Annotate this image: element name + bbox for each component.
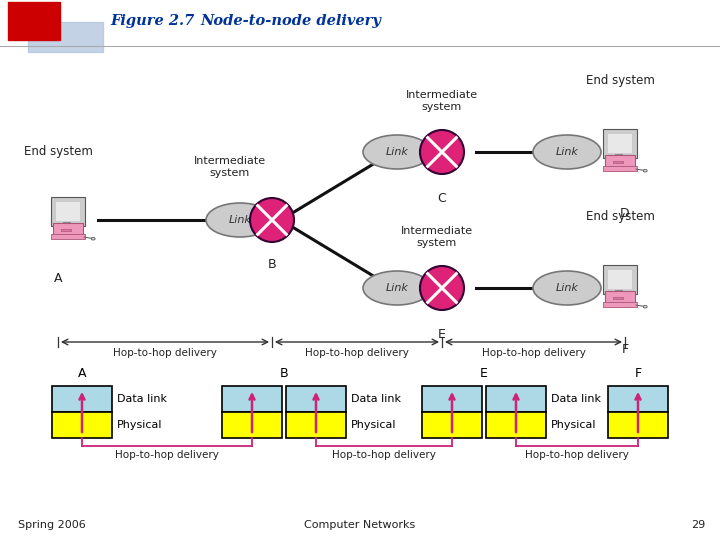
Circle shape — [250, 198, 294, 242]
Bar — [56, 202, 80, 221]
Text: Physical: Physical — [351, 420, 397, 430]
Text: A: A — [78, 367, 86, 380]
Bar — [608, 134, 632, 153]
Text: Link: Link — [386, 283, 408, 293]
Bar — [608, 270, 632, 289]
Text: Hop-to-hop delivery: Hop-to-hop delivery — [115, 450, 219, 460]
Text: Intermediate
system: Intermediate system — [194, 157, 266, 178]
Text: Link: Link — [556, 147, 578, 157]
Bar — [486, 412, 546, 438]
Ellipse shape — [91, 238, 95, 240]
Ellipse shape — [206, 203, 274, 237]
Text: A: A — [54, 272, 62, 285]
Bar — [286, 386, 346, 412]
Text: Computer Networks: Computer Networks — [305, 520, 415, 530]
Text: B: B — [279, 367, 288, 380]
Ellipse shape — [363, 271, 431, 305]
Bar — [52, 412, 112, 438]
Circle shape — [420, 130, 464, 174]
FancyBboxPatch shape — [603, 302, 636, 307]
Text: End system: End system — [585, 74, 654, 87]
Text: Data link: Data link — [551, 394, 601, 404]
Ellipse shape — [643, 170, 647, 172]
Text: Data link: Data link — [351, 394, 401, 404]
Text: Node-to-node delivery: Node-to-node delivery — [200, 14, 381, 28]
Text: Spring 2006: Spring 2006 — [18, 520, 86, 530]
Bar — [286, 412, 346, 438]
Bar — [608, 412, 668, 438]
Text: D: D — [620, 207, 630, 220]
Ellipse shape — [363, 135, 431, 169]
Text: Hop-to-hop delivery: Hop-to-hop delivery — [113, 348, 217, 358]
Text: Physical: Physical — [551, 420, 596, 430]
Bar — [222, 386, 282, 412]
Text: Link: Link — [228, 215, 251, 225]
FancyBboxPatch shape — [603, 129, 637, 158]
Text: Physical: Physical — [117, 420, 163, 430]
Bar — [486, 386, 546, 412]
Circle shape — [420, 266, 464, 310]
FancyBboxPatch shape — [606, 291, 635, 303]
Ellipse shape — [643, 306, 647, 308]
Text: Link: Link — [556, 283, 578, 293]
Bar — [613, 297, 623, 299]
Bar — [422, 386, 482, 412]
Text: 29: 29 — [690, 520, 705, 530]
Text: F: F — [621, 343, 629, 356]
FancyBboxPatch shape — [53, 222, 83, 235]
Text: E: E — [480, 367, 488, 380]
Text: B: B — [268, 258, 276, 271]
Bar — [52, 386, 112, 412]
Bar — [613, 161, 623, 163]
Text: Hop-to-hop delivery: Hop-to-hop delivery — [525, 450, 629, 460]
Text: Link: Link — [386, 147, 408, 157]
Text: End system: End system — [585, 210, 654, 223]
Text: E: E — [438, 328, 446, 341]
Text: Figure 2.7: Figure 2.7 — [110, 14, 194, 28]
FancyBboxPatch shape — [51, 197, 85, 226]
Bar — [422, 412, 482, 438]
Text: End system: End system — [24, 145, 92, 158]
Text: Intermediate
system: Intermediate system — [401, 226, 473, 248]
Text: Hop-to-hop delivery: Hop-to-hop delivery — [305, 348, 409, 358]
FancyBboxPatch shape — [606, 154, 635, 167]
FancyBboxPatch shape — [603, 166, 636, 171]
Text: C: C — [438, 192, 446, 205]
Text: F: F — [634, 367, 642, 380]
Ellipse shape — [533, 135, 601, 169]
Text: Intermediate
system: Intermediate system — [406, 90, 478, 112]
Bar — [8, 2, 60, 40]
Text: Hop-to-hop delivery: Hop-to-hop delivery — [482, 348, 585, 358]
Ellipse shape — [533, 271, 601, 305]
FancyBboxPatch shape — [603, 265, 637, 294]
Bar — [608, 386, 668, 412]
Text: Hop-to-hop delivery: Hop-to-hop delivery — [332, 450, 436, 460]
Bar — [28, 22, 103, 52]
FancyBboxPatch shape — [51, 234, 85, 239]
Text: Data link: Data link — [117, 394, 167, 404]
Bar — [222, 412, 282, 438]
Bar — [61, 229, 71, 231]
